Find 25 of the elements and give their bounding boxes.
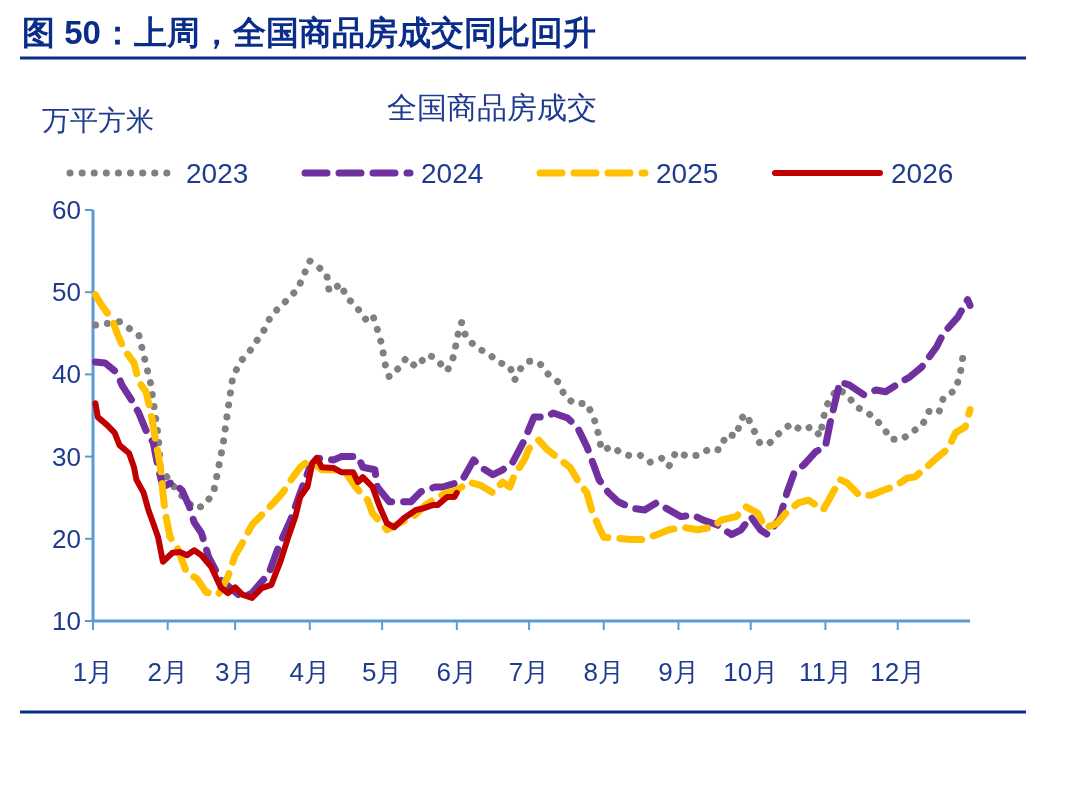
- legend-label: 2024: [421, 158, 484, 189]
- y-tick-label: 60: [52, 195, 81, 225]
- x-tick-label: 8月: [583, 657, 625, 687]
- x-tick-label: 10月: [723, 657, 779, 687]
- x-tick-label: 12月: [870, 657, 926, 687]
- x-tick-label: 7月: [508, 657, 550, 687]
- y-tick-label: 10: [52, 606, 81, 636]
- x-tick-label: 6月: [436, 657, 478, 687]
- y-axis-title: 万平方米: [42, 105, 154, 136]
- legend-label: 2025: [656, 158, 719, 189]
- x-tick-label: 3月: [214, 657, 256, 687]
- chart-title: 图 50：上周，全国商品房成交同比回升: [22, 14, 596, 51]
- x-tick-label: 1月: [72, 657, 114, 687]
- x-tick-label: 11月: [798, 657, 852, 687]
- chart-subtitle: 全国商品房成交: [386, 91, 597, 124]
- y-tick-label: 40: [52, 359, 81, 390]
- x-tick-label: 4月: [289, 657, 331, 687]
- y-tick-label: 50: [52, 277, 81, 308]
- x-tick-label: 5月: [361, 657, 403, 687]
- x-tick-label: 9月: [658, 657, 699, 687]
- y-tick-label: 30: [52, 441, 81, 472]
- x-tick-label: 2月: [147, 657, 188, 687]
- y-tick-label: 20: [52, 523, 81, 554]
- legend-label: 2023: [186, 158, 249, 189]
- legend-label: 2026: [891, 158, 954, 189]
